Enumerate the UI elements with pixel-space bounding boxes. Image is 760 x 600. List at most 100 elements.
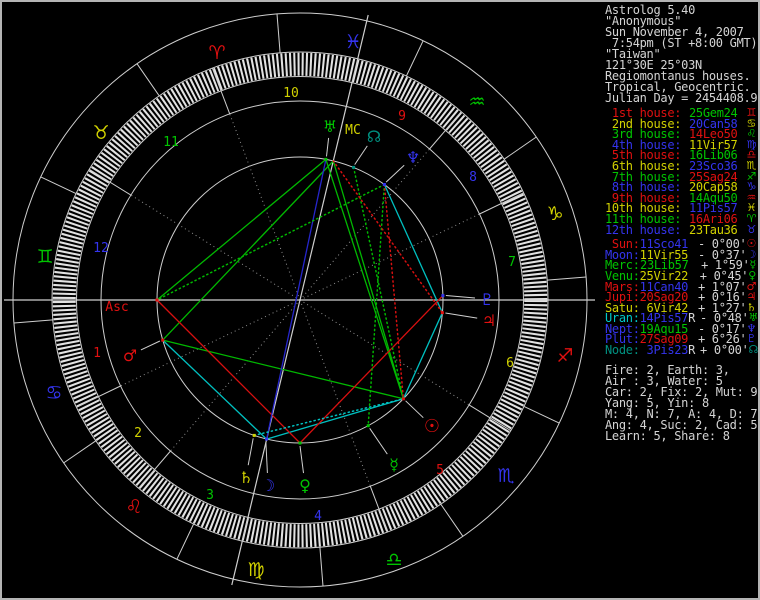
house-row: 7th house: 25Sag24 ♐ [602,169,758,183]
libra-sign-icon: ♎ [746,148,756,162]
aries-sign-icon: ♈ [208,42,225,64]
pisces-sign-icon: ♓ [746,201,756,215]
info-panel: Astrolog 5.40 "Anonymous" Sun November 4… [602,2,759,598]
house-row: 3rd house: 14Leo50 ♌ [602,127,758,141]
planet-glyphs: ☉ ☽ ☿ ♀ ♂ ♃ ♄ ♅ ♆ ♇ ☊ Asc MC [105,117,496,495]
pluto-icon: ♇ [746,332,756,346]
houses-list: 1st house: 25Gem24 ♊ 2nd house: 20Can58 ♋ 3r… [602,106,758,236]
uranus-icon: ♅ [748,311,759,325]
aries-sign-icon: ♈ [746,211,756,225]
gemini-sign-icon: ♊ [746,106,756,119]
sun-icon: ☉ [746,237,756,251]
house-type-counts: Ang: 4, Suc: 2, Cad: 5 [605,417,758,432]
taurus-sign-icon: ♉ [746,222,756,236]
jupiter-glyph: ♃ [482,311,496,330]
house-row: 1st house: 25Gem24 ♊ [602,106,758,119]
saturn-icon: ♄ [746,300,756,314]
saturn-glyph: ♄ [239,468,253,487]
house-number-3: 3 [206,488,214,503]
planet-row: Sun: 11Sco41- 0°00' ☉ [602,237,758,251]
mercury-icon: ☿ [749,258,757,272]
house-cusp-lines [76,67,524,533]
pisces-sign-icon: ♓ [344,31,361,53]
house-row: 2nd house: 20Can58 ♋ [602,118,758,130]
house-number-8: 8 [469,170,477,185]
house-number-6: 6 [506,356,514,371]
house-row: 11th house: 16Ari06 ♈ [602,211,758,225]
ascendant-label: Asc [105,300,128,315]
house-number-2: 2 [134,426,142,441]
sagittarius-sign-icon: ♐ [556,345,573,367]
house-number-1: 1 [93,346,101,361]
midheaven-label: MC [345,123,361,138]
venus-glyph: ♀ [299,476,311,495]
mars-glyph: ♂ [123,346,137,365]
leo-sign-icon: ♌ [746,127,756,141]
julian-day: Julian Day = 2454408.9958 [605,91,758,105]
libra-sign-icon: ♎ [385,549,402,571]
planet-row: Venu: 25Vir22 + 0°45' ♀ [602,270,758,282]
sagittarius-sign-icon: ♐ [746,169,756,183]
chart-time: 7:54pm (ST +8:00 GMT) [605,36,758,50]
planet-row: Nept: 19Aqu15- 0°17' ♆ [602,321,758,335]
gemini-sign-icon: ♊ [36,246,53,268]
planet-row: Satu: 6Vir42 + 1°27' ♄ [602,300,758,314]
pointer-lines [140,137,478,474]
house-row: 9th house: 14Aqu50 ♒ [602,190,758,204]
mc-ic-axis [231,14,369,586]
weak-aspect-lines [156,160,444,437]
aspect-lines [156,158,444,444]
node-glyph: ☊ [367,127,381,146]
hemisphere-counts: M: 4, N: 7, A: 4, D: 7 [605,406,758,421]
pluto-glyph: ♇ [480,290,494,309]
uranus-glyph: ♅ [323,117,337,136]
house-row: 8th house: 20Cap58 ♑ [602,180,758,194]
chart-date: Sun November 4, 2007 [605,25,744,39]
moon-icon: ☽ [746,247,756,261]
chart-wheel: ♈ ♉ ♊ ♋ ♌ ♍ ♎ ♏ ♐ ♑ ♒ ♓ 1 2 3 4 5 6 7 8 … [4,12,595,588]
house-system: Regiomontanus houses. [605,69,751,83]
chart-place: "Taiwan" [605,47,661,61]
house-row: 5th house: 16Lib06 ♎ [602,148,758,162]
planet-row: Plut: 27Sag09 + 6°26' ♇ [602,332,758,346]
aquarius-sign-icon: ♒ [746,190,756,204]
subject-name: "Anonymous" [605,14,682,28]
planets-list: Sun: 11Sco41- 0°00' ☉ Moon: 11Vir55- 0°37' ☽… [602,237,759,356]
mercury-glyph: ☿ [389,455,399,474]
sun-glyph: ☉ [424,416,440,437]
cancer-sign-icon: ♋ [45,382,62,404]
house-number-12: 12 [93,241,109,256]
jupiter-icon: ♃ [746,290,756,304]
chart-header: Astrolog 5.40 "Anonymous" Sun November 4… [602,2,758,105]
chart-coordinates: 121°30E 25°03N [605,58,702,72]
planet-row: Node: 3Pis23 R + 0°00' ☊ [602,344,758,356]
neptune-icon: ♆ [746,321,756,335]
house-number-5: 5 [436,463,444,478]
house-number-9: 9 [398,109,406,124]
stats-block: Fire: 2, Earth: 3, Air : 3, Water: 5 Car… [602,362,758,442]
element-counts: Fire: 2, Earth: 3, [605,362,730,377]
aquarius-sign-icon: ♒ [468,91,485,113]
axis-lines [4,14,595,586]
taurus-sign-icon: ♉ [92,122,109,144]
house-row: 4th house: 11Vir57 ♍ [602,139,758,151]
leo-sign-icon: ♌ [125,496,142,518]
app-title: Astrolog 5.40 [605,3,696,17]
zodiac-mode: Tropical, Geocentric. [605,80,751,94]
house-row: 10th house: 11Pis57 ♓ [602,201,758,215]
house-row: 6th house: 23Sco36 ♏ [602,158,758,172]
house-number-11: 11 [163,135,179,150]
planet-row: Jupi: 20Sag20 + 0°16' ♃ [602,290,758,304]
scorpio-sign-icon: ♏ [746,158,756,172]
planet-dots [155,157,445,445]
sign-boundary-lines [13,13,587,587]
capricorn-sign-icon: ♑ [746,180,756,194]
planet-row: Mars: 11Can40 + 1°07' ♂ [602,281,758,293]
virgo-sign-icon: ♍ [247,559,264,581]
element-counts-2: Air : 3, Water: 5 [605,373,723,388]
planet-row: Uran: 14Pis57 R - 0°48' ♅ [602,311,759,325]
house-number-4: 4 [314,509,322,524]
sign-glyphs: ♈ ♉ ♊ ♋ ♌ ♍ ♎ ♏ ♐ ♑ ♒ ♓ [36,31,573,581]
moon-glyph: ☽ [261,476,275,495]
